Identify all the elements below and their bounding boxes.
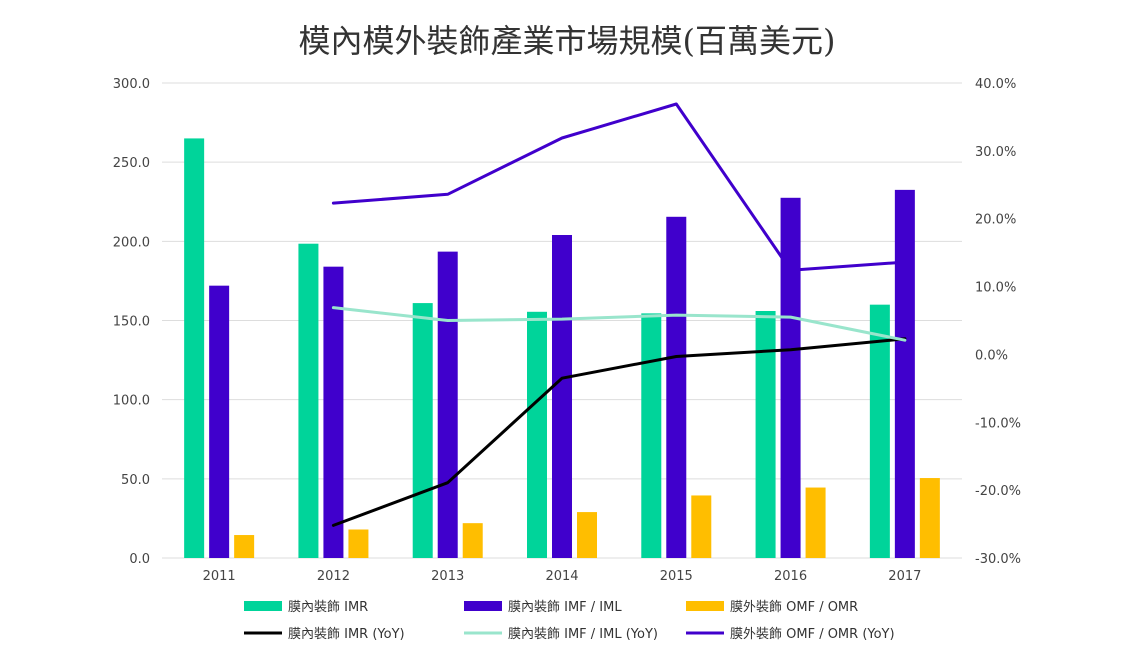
y-left-tick-label: 50.0 <box>121 473 150 488</box>
bar <box>323 266 344 558</box>
bar <box>666 216 687 558</box>
x-axis: 2011 2012 2013 2014 2015 2016 2017 <box>203 569 922 584</box>
y-left-tick-label: 300.0 <box>113 77 150 92</box>
y-right-tick-label: 40.0% <box>975 77 1016 92</box>
bar <box>412 303 433 558</box>
bar <box>869 304 890 558</box>
bar <box>348 529 369 558</box>
y-left-tick-label: 150.0 <box>113 315 150 330</box>
bar <box>691 495 712 558</box>
y-right-tick-label: -10.0% <box>975 416 1021 431</box>
y-right-tick-label: 0.0% <box>975 348 1008 363</box>
bar <box>919 478 940 558</box>
y-axis-left: 300.0 250.0 200.0 150.0 100.0 50.0 0.0 <box>113 77 150 567</box>
legend-label: 膜內裝飾 IMR <box>288 600 368 615</box>
bar <box>894 189 915 558</box>
legend-label: 膜內裝飾 IMF / IML (YoY) <box>508 627 658 642</box>
bars-layer <box>184 138 940 559</box>
series-line <box>331 102 907 272</box>
legend: 膜內裝飾 IMR 膜內裝飾 IMF / IML 膜外裝飾 OMF / OMR 膜內裝飾… <box>244 600 895 642</box>
legend-label: 膜內裝飾 IMR (YoY) <box>288 627 405 642</box>
x-tick-label: 2012 <box>317 569 350 584</box>
legend-label: 膜外裝飾 OMF / OMR (YoY) <box>730 627 895 642</box>
legend-swatch-bar <box>686 601 724 611</box>
y-axis-right: 40.0% 30.0% 20.0% 10.0% 0.0% -10.0% -20.0% -30.… <box>975 77 1021 567</box>
bar <box>462 523 483 558</box>
y-right-tick-label: 30.0% <box>975 145 1016 160</box>
x-tick-label: 2011 <box>203 569 236 584</box>
x-tick-label: 2017 <box>888 569 921 584</box>
x-tick-label: 2013 <box>431 569 464 584</box>
legend-label: 膜內裝飾 IMF / IML <box>508 600 622 615</box>
x-tick-label: 2016 <box>774 569 807 584</box>
y-left-tick-label: 200.0 <box>113 235 150 250</box>
bar <box>234 535 255 558</box>
legend-swatch-bar <box>464 601 502 611</box>
bar <box>184 138 205 558</box>
bar <box>780 197 801 558</box>
y-right-tick-label: 20.0% <box>975 213 1016 228</box>
bar <box>755 311 776 558</box>
bar <box>552 235 572 558</box>
bar <box>527 311 547 558</box>
x-tick-label: 2015 <box>660 569 693 584</box>
y-left-tick-label: 100.0 <box>113 394 150 409</box>
bar <box>209 285 230 558</box>
bar <box>805 487 826 558</box>
bar <box>577 512 597 558</box>
chart-title: 模內模外裝飾產業市場規模(百萬美元) <box>299 22 836 60</box>
bar <box>437 251 458 558</box>
bar <box>641 313 662 558</box>
y-right-tick-label: 10.0% <box>975 281 1016 296</box>
y-right-tick-label: -30.0% <box>975 552 1021 567</box>
x-tick-label: 2014 <box>545 569 578 584</box>
series-line <box>331 337 907 527</box>
bar <box>298 243 319 559</box>
series-line <box>331 306 907 342</box>
lines-layer <box>331 102 907 527</box>
y-left-tick-label: 250.0 <box>113 156 150 171</box>
legend-label: 膜外裝飾 OMF / OMR <box>730 600 858 615</box>
legend-swatch-bar <box>244 601 282 611</box>
y-right-tick-label: -20.0% <box>975 484 1021 499</box>
y-left-tick-label: 0.0 <box>129 552 150 567</box>
